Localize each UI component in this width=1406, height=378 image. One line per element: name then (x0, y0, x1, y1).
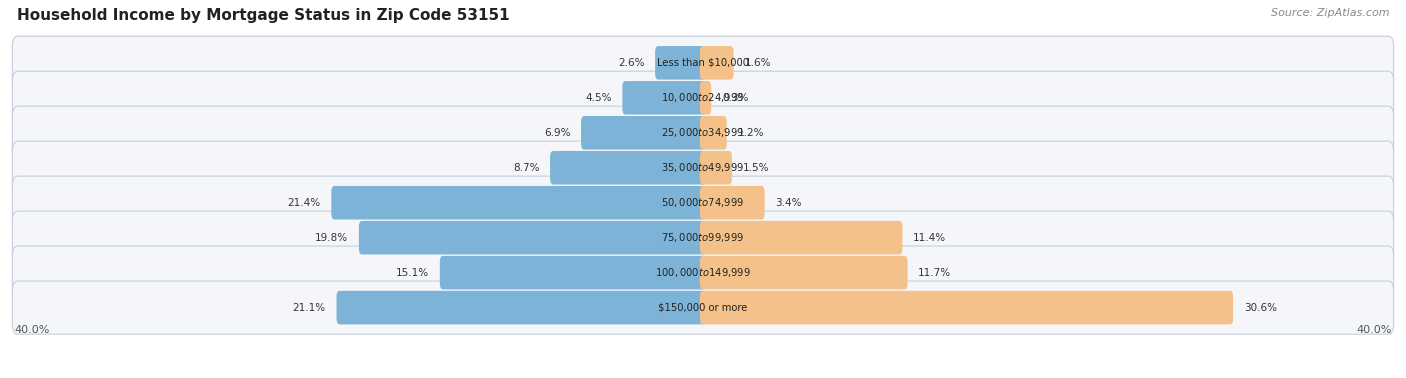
FancyBboxPatch shape (700, 151, 733, 184)
Text: 15.1%: 15.1% (396, 268, 429, 277)
Text: $50,000 to $74,999: $50,000 to $74,999 (661, 196, 745, 209)
FancyBboxPatch shape (359, 221, 706, 254)
Text: $100,000 to $149,999: $100,000 to $149,999 (655, 266, 751, 279)
FancyBboxPatch shape (700, 116, 727, 150)
Text: $75,000 to $99,999: $75,000 to $99,999 (661, 231, 745, 244)
FancyBboxPatch shape (13, 106, 1393, 160)
Text: 11.4%: 11.4% (912, 233, 946, 243)
FancyBboxPatch shape (550, 151, 706, 184)
Text: 40.0%: 40.0% (1357, 325, 1392, 335)
Text: $25,000 to $34,999: $25,000 to $34,999 (661, 126, 745, 139)
Text: 1.5%: 1.5% (742, 163, 769, 173)
Text: $10,000 to $24,999: $10,000 to $24,999 (661, 91, 745, 104)
Text: 1.6%: 1.6% (744, 58, 770, 68)
FancyBboxPatch shape (13, 36, 1393, 90)
FancyBboxPatch shape (13, 176, 1393, 229)
Text: 40.0%: 40.0% (14, 325, 49, 335)
FancyBboxPatch shape (700, 221, 903, 254)
FancyBboxPatch shape (700, 46, 734, 80)
Text: 11.7%: 11.7% (918, 268, 952, 277)
FancyBboxPatch shape (440, 256, 706, 290)
Text: 8.7%: 8.7% (513, 163, 540, 173)
Text: Household Income by Mortgage Status in Zip Code 53151: Household Income by Mortgage Status in Z… (17, 8, 509, 23)
Text: 0.3%: 0.3% (721, 93, 748, 103)
Text: 21.1%: 21.1% (292, 303, 326, 313)
FancyBboxPatch shape (581, 116, 706, 150)
FancyBboxPatch shape (13, 71, 1393, 124)
FancyBboxPatch shape (623, 81, 706, 115)
FancyBboxPatch shape (332, 186, 706, 220)
FancyBboxPatch shape (700, 291, 1233, 324)
FancyBboxPatch shape (700, 81, 711, 115)
Legend: Without Mortgage, With Mortgage: Without Mortgage, With Mortgage (572, 375, 834, 378)
Text: $35,000 to $49,999: $35,000 to $49,999 (661, 161, 745, 174)
Text: 30.6%: 30.6% (1244, 303, 1277, 313)
Text: 21.4%: 21.4% (287, 198, 321, 208)
FancyBboxPatch shape (13, 281, 1393, 334)
Text: Less than $10,000: Less than $10,000 (657, 58, 749, 68)
FancyBboxPatch shape (336, 291, 706, 324)
FancyBboxPatch shape (13, 141, 1393, 194)
FancyBboxPatch shape (700, 186, 765, 220)
FancyBboxPatch shape (655, 46, 706, 80)
Text: Source: ZipAtlas.com: Source: ZipAtlas.com (1271, 8, 1389, 17)
FancyBboxPatch shape (13, 246, 1393, 299)
FancyBboxPatch shape (700, 256, 908, 290)
Text: 19.8%: 19.8% (315, 233, 349, 243)
Text: 4.5%: 4.5% (585, 93, 612, 103)
Text: $150,000 or more: $150,000 or more (658, 303, 748, 313)
Text: 6.9%: 6.9% (544, 128, 571, 138)
Text: 2.6%: 2.6% (619, 58, 644, 68)
Text: 3.4%: 3.4% (775, 198, 801, 208)
FancyBboxPatch shape (13, 211, 1393, 264)
Text: 1.2%: 1.2% (738, 128, 763, 138)
